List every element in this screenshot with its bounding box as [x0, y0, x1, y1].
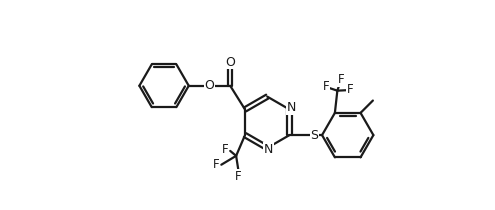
Text: O: O — [225, 56, 235, 68]
Text: F: F — [213, 158, 220, 171]
Text: O: O — [204, 79, 214, 92]
Text: N: N — [264, 143, 273, 156]
Text: F: F — [323, 80, 330, 93]
Text: N: N — [286, 101, 296, 114]
Text: F: F — [235, 170, 242, 183]
Text: S: S — [310, 129, 318, 142]
Text: F: F — [338, 73, 345, 86]
Text: F: F — [346, 83, 353, 96]
Text: F: F — [222, 143, 229, 156]
